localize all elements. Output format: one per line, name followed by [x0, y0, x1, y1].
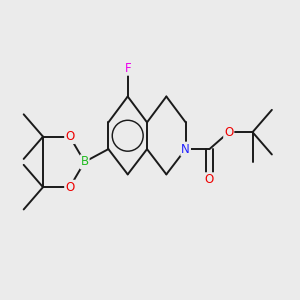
Text: O: O: [65, 181, 74, 194]
Text: N: N: [181, 142, 190, 156]
Text: O: O: [224, 126, 233, 139]
Text: F: F: [124, 62, 131, 75]
Text: O: O: [65, 130, 74, 143]
Text: O: O: [205, 173, 214, 186]
Text: B: B: [80, 155, 89, 168]
